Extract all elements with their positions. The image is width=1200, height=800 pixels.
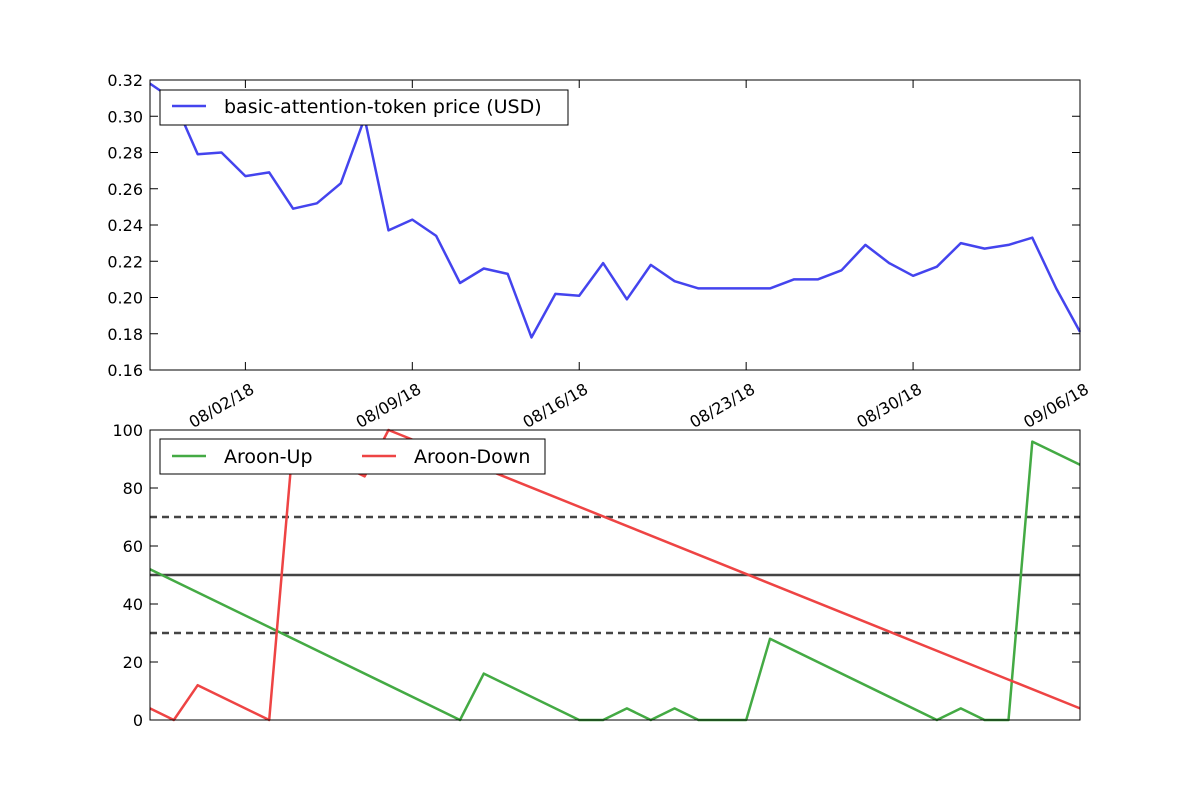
aroon-down-line (149, 428, 1081, 722)
price-legend-box (159, 89, 569, 126)
price-y-tick-label: 0.24 (107, 216, 143, 235)
aroon-y-tick-label: 60 (123, 537, 143, 556)
aroon-y-tick-label: 20 (123, 653, 143, 672)
price-y-tick-label: 0.28 (107, 144, 143, 163)
aroon-y-axis: 0 20 40 60 80 100 (112, 421, 1080, 730)
price-y-tick-label: 0.16 (107, 361, 143, 380)
aroon-y-tick-label: 40 (123, 595, 143, 614)
price-legend-label: basic-attention-token price (USD) (224, 96, 542, 118)
price-y-tick-label: 0.26 (107, 180, 143, 199)
price-y-tick-label: 0.20 (107, 289, 143, 308)
aroon-panel: 0 20 40 60 80 100 Aroon-Up Aroon-Down (112, 421, 1081, 730)
aroon-plot-frame (149, 429, 1081, 721)
price-y-tick-label: 0.30 (107, 107, 143, 126)
price-y-tick-label: 0.32 (107, 71, 143, 90)
aroon-reference-lines-layer (150, 515, 1080, 635)
price-series-line (149, 82, 1082, 339)
aroon-legend-box (159, 438, 546, 475)
price-y-axis: 0.16 0.18 0.20 0.22 0.24 0.26 0.28 0.30 0.32 (107, 71, 1080, 380)
aroon-y-tick-label: 0 (133, 711, 143, 730)
price-legend: basic-attention-token price (USD) (159, 89, 569, 126)
price-y-tick-label: 0.22 (107, 252, 143, 271)
price-series-layer (149, 82, 1082, 339)
price-y-tick-label: 0.18 (107, 325, 143, 344)
aroon-up-legend-label: Aroon-Up (224, 446, 313, 468)
aroon-y-tick-label: 100 (112, 421, 143, 440)
aroon-legend: Aroon-Up Aroon-Down (159, 438, 546, 475)
aroon-down-legend-label: Aroon-Down (414, 446, 530, 468)
aroon-y-tick-label: 80 (123, 479, 143, 498)
